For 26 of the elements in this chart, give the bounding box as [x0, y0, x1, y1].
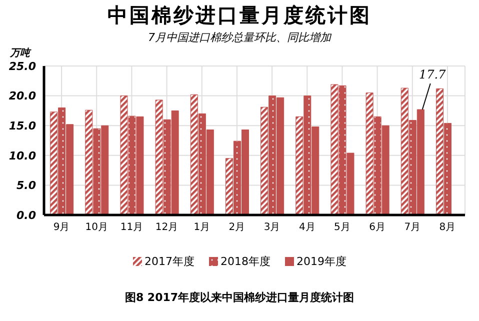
y-tick-label: 10.0	[8, 149, 36, 162]
annotation: 17.7	[419, 68, 446, 82]
chart-title: 中国棉纱进口量月度统计图	[106, 2, 372, 29]
x-tick-label: 1月	[194, 222, 210, 234]
x-tick-label: 10月	[85, 222, 108, 234]
x-tick-label: 4月	[298, 222, 316, 234]
legend-label: 2019年度	[296, 254, 346, 269]
x-tick-label: 5月	[334, 222, 350, 234]
y-tick-label: 20.0	[8, 90, 36, 103]
caption: 图8 2017年度以来中国棉纱进口量月度统计图	[124, 290, 356, 305]
x-tick-label: 2月	[228, 222, 246, 234]
legend-label: 2017年度	[144, 254, 194, 269]
x-tick-label: 3月	[264, 222, 280, 234]
x-tick-label: 9月	[53, 222, 70, 234]
y-tick-label: 0.0	[16, 208, 36, 222]
y-tick-label: 25.0	[8, 60, 36, 73]
y-axis-title: 万吨	[10, 46, 30, 60]
legend-label: 2018年度	[220, 254, 270, 269]
y-tick-label: 5.0	[16, 179, 36, 192]
x-tick-label: 12月	[155, 222, 178, 234]
x-tick-label: 11月	[120, 222, 144, 234]
y-tick-label: 15.0	[8, 120, 36, 133]
x-tick-label: 8月	[439, 222, 456, 234]
x-tick-label: 6月	[369, 222, 386, 234]
x-tick-label: 7月	[404, 222, 421, 234]
chart-subtitle: 7月中国进口棉纱总量环比、同比增加	[147, 30, 332, 45]
